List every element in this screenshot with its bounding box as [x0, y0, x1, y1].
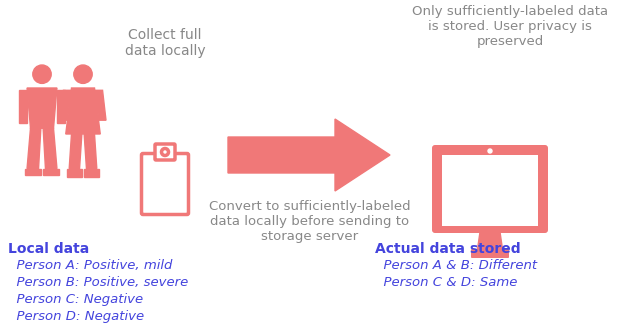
- Text: Person B: Positive, severe: Person B: Positive, severe: [8, 276, 188, 289]
- Text: Person C & D: Same: Person C & D: Same: [375, 276, 517, 289]
- Polygon shape: [19, 90, 27, 123]
- Text: Collect full
data locally: Collect full data locally: [125, 28, 205, 58]
- Text: Only sufficiently-labeled data
is stored. User privacy is
preserved: Only sufficiently-labeled data is stored…: [412, 5, 608, 48]
- Text: Person A: Positive, mild: Person A: Positive, mild: [8, 259, 172, 272]
- Text: Local data: Local data: [8, 242, 89, 256]
- FancyBboxPatch shape: [432, 145, 548, 233]
- Circle shape: [74, 65, 92, 83]
- Text: Convert to sufficiently-labeled
data locally before sending to
storage server: Convert to sufficiently-labeled data loc…: [209, 200, 411, 243]
- Text: Person D: Negative: Person D: Negative: [8, 310, 144, 323]
- Polygon shape: [84, 168, 99, 176]
- Polygon shape: [95, 90, 106, 120]
- FancyBboxPatch shape: [471, 249, 509, 258]
- Polygon shape: [66, 88, 100, 134]
- Polygon shape: [43, 168, 60, 175]
- Polygon shape: [228, 119, 390, 191]
- Polygon shape: [27, 128, 41, 168]
- Polygon shape: [84, 134, 97, 168]
- Text: Actual data stored: Actual data stored: [375, 242, 520, 256]
- Polygon shape: [60, 90, 72, 120]
- Polygon shape: [57, 90, 65, 123]
- FancyBboxPatch shape: [141, 154, 189, 214]
- Circle shape: [488, 149, 492, 153]
- Circle shape: [161, 149, 168, 156]
- Polygon shape: [477, 232, 502, 250]
- Polygon shape: [69, 134, 82, 168]
- Text: Person A & B: Different: Person A & B: Different: [375, 259, 537, 272]
- Circle shape: [33, 65, 51, 83]
- FancyBboxPatch shape: [155, 144, 175, 160]
- Bar: [442, 155, 538, 226]
- Polygon shape: [67, 168, 82, 176]
- Polygon shape: [27, 88, 57, 128]
- Polygon shape: [43, 128, 57, 168]
- Polygon shape: [25, 168, 41, 175]
- Text: Person C: Negative: Person C: Negative: [8, 293, 143, 306]
